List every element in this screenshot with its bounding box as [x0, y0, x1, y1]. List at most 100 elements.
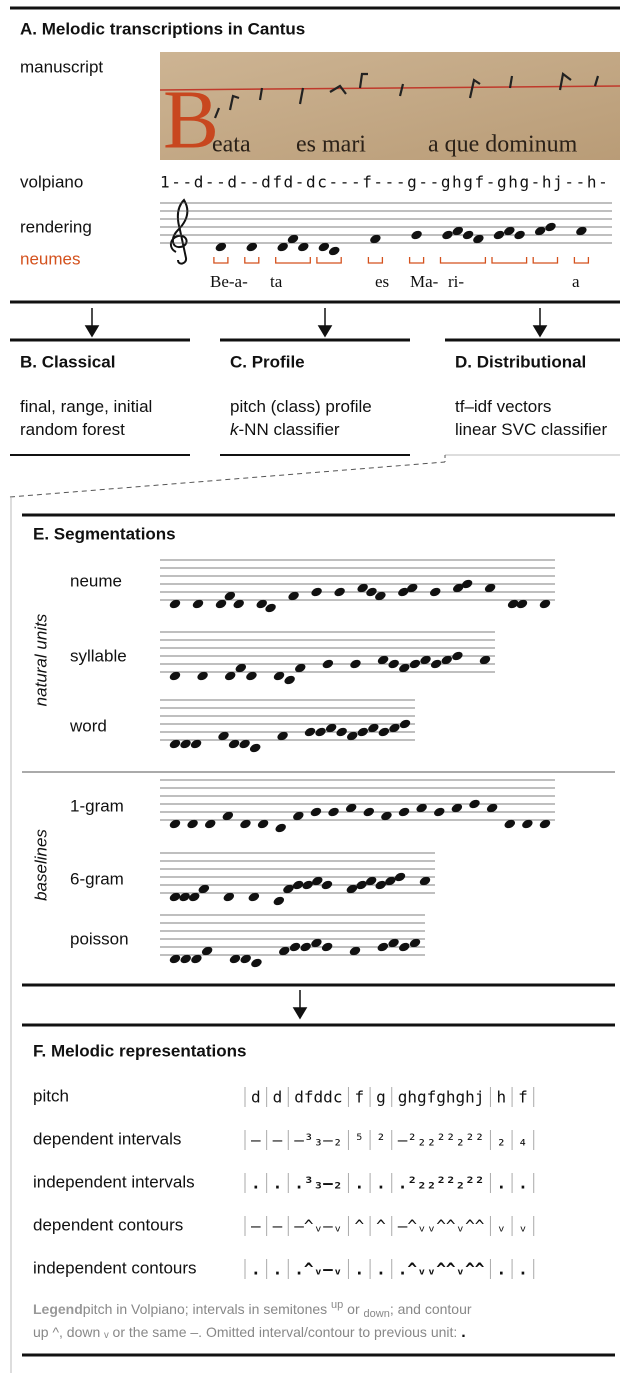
- neume-bracket: [573, 257, 590, 264]
- note: [398, 807, 410, 817]
- cell: ᵥ: [518, 1217, 528, 1236]
- note: [240, 954, 251, 964]
- note: [201, 946, 213, 956]
- note: [292, 880, 304, 890]
- cell: –^ᵥᵥ^^ᵥ^^: [398, 1217, 485, 1236]
- note: [377, 942, 389, 952]
- lyric: Be-a-: [210, 272, 248, 291]
- note: [394, 872, 406, 882]
- note: [169, 892, 181, 902]
- panel-text: random forest: [20, 420, 125, 439]
- note: [366, 587, 377, 597]
- cell: .^ᵥ–ᵥ: [294, 1260, 342, 1279]
- row-label: syllable: [70, 646, 127, 665]
- note: [233, 599, 244, 609]
- row-label: independent intervals: [33, 1172, 195, 1191]
- neume-bracket: [244, 257, 260, 264]
- text-part: final, range, initial: [20, 397, 152, 416]
- note: [187, 819, 198, 829]
- note: [479, 655, 491, 665]
- note: [222, 811, 234, 821]
- manuscript-text: es mari: [296, 132, 366, 158]
- note: [169, 954, 181, 964]
- zoom-line: [9, 461, 446, 498]
- text-part: pitch (class) profile: [230, 397, 372, 416]
- panel-title: A. Melodic transcriptions in Cantus: [20, 19, 305, 38]
- manuscript-text: a que dominum: [428, 132, 578, 158]
- note: [302, 880, 313, 890]
- note: [514, 230, 525, 240]
- note: [462, 230, 474, 240]
- note: [169, 819, 181, 829]
- note: [224, 671, 236, 681]
- note: [284, 675, 295, 685]
- note: [251, 958, 262, 968]
- cell: –³₃–₂: [294, 1131, 342, 1150]
- cell: .: [376, 1260, 386, 1279]
- cell: f: [518, 1088, 528, 1107]
- note: [469, 799, 480, 809]
- note: [416, 803, 427, 813]
- note: [191, 954, 202, 964]
- cell: .: [251, 1260, 261, 1279]
- note: [539, 819, 551, 829]
- row-label: word: [69, 716, 107, 735]
- note: [441, 655, 453, 665]
- note: [318, 242, 330, 252]
- cell: d: [273, 1088, 283, 1107]
- neume-bracket: [408, 257, 425, 264]
- row-label: dependent contours: [33, 1215, 183, 1234]
- row-label: manuscript: [20, 57, 103, 76]
- note: [315, 727, 326, 737]
- cell: .: [496, 1174, 506, 1193]
- row-label: rendering: [20, 217, 92, 236]
- legend-part: or the same –. Omitted interval/contour …: [109, 1324, 462, 1340]
- note: [399, 719, 411, 729]
- note: [223, 892, 235, 902]
- cell: h: [496, 1088, 506, 1107]
- panel-text: final, range, initial: [20, 397, 152, 416]
- note: [522, 819, 533, 829]
- note: [534, 226, 546, 236]
- note: [328, 807, 339, 817]
- row-label: poisson: [70, 929, 129, 948]
- note: [228, 739, 240, 749]
- note: [347, 731, 358, 741]
- note: [388, 938, 399, 948]
- text-part: random forest: [20, 420, 125, 439]
- note: [356, 880, 367, 890]
- note: [345, 803, 357, 813]
- note: [398, 587, 409, 597]
- neume-bracket: [367, 257, 384, 264]
- note: [257, 819, 269, 829]
- cell: –^ᵥ–ᵥ: [294, 1217, 342, 1236]
- note: [411, 230, 422, 240]
- note: [375, 880, 387, 890]
- volpiano-string: 1--d--d--dfd-dc---f---g--ghgf-ghg-hj--h-: [160, 173, 609, 192]
- note: [169, 739, 181, 749]
- legend-part: .: [461, 1324, 465, 1341]
- cell: ⁵: [354, 1131, 364, 1150]
- group-label: baselines: [31, 829, 50, 901]
- panel-title: C. Profile: [230, 352, 305, 371]
- cell: ᵥ: [496, 1217, 506, 1236]
- note: [473, 234, 484, 244]
- panel-text: pitch (class) profile: [230, 397, 372, 416]
- cell: ghgfghghj: [398, 1088, 485, 1107]
- note: [215, 599, 227, 609]
- panel-title: D. Distributional: [455, 352, 586, 371]
- note: [312, 876, 323, 886]
- note: [293, 811, 304, 821]
- note: [334, 587, 345, 597]
- note: [328, 246, 340, 256]
- note: [295, 663, 306, 673]
- panel-title: E. Segmentations: [33, 524, 176, 543]
- note: [197, 671, 208, 681]
- cell: –: [273, 1131, 283, 1150]
- note: [218, 731, 229, 741]
- arrow: [84, 308, 100, 338]
- manuscript-image: [160, 52, 620, 160]
- manuscript-line: [159, 85, 620, 91]
- legend-part: ᵥ: [103, 1324, 109, 1340]
